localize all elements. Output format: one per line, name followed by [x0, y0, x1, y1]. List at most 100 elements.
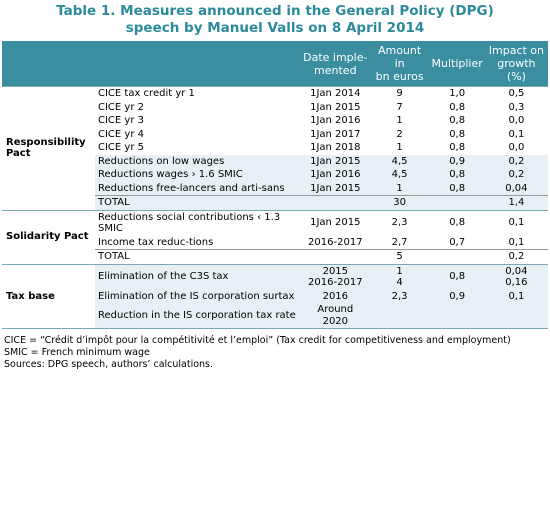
- value-cell: 4,5: [391, 155, 408, 167]
- value-cell: 0,8: [429, 263, 485, 290]
- measure-cell: Income tax reduc-tions: [98, 236, 214, 248]
- table-row: Solidarity Pact Reductions social contrib…: [2, 209, 548, 264]
- table-row: CICE yr 2 1Jan 2015 7 0,8 0,3: [2, 101, 548, 115]
- value-cell: 1Jan 2014: [300, 86, 370, 101]
- value-cell: 0,8: [449, 101, 466, 113]
- value-cell: 1,4: [484, 195, 548, 210]
- header-cell: Multiplier: [429, 41, 485, 87]
- value-cell: 0,0: [508, 142, 525, 153]
- header-cell: Amount in bn euros: [369, 41, 430, 87]
- measure-cell: Reductions on low wages: [98, 155, 225, 167]
- value-cell: 1Jan 2015: [310, 101, 361, 113]
- table-row: Income tax reduc-tions 2016-2017 2,7 0,7 0,1: [2, 236, 548, 250]
- value-cell: 0,1: [484, 209, 548, 236]
- value-cell: [300, 195, 370, 210]
- notes: CICE = “Crédit d’impôt pour la compétiti…: [4, 335, 550, 371]
- measure-cell: Elimination of the IS corporation surtax: [98, 290, 295, 302]
- value-cell: 0,7: [449, 236, 466, 248]
- value-cell: 0,8: [429, 209, 485, 236]
- value-cell: 1Jan 2015: [300, 209, 370, 236]
- value-cell: 1: [396, 115, 403, 126]
- value-cell: 2015 2016-2017: [300, 263, 370, 290]
- measure-cell: TOTAL: [95, 249, 301, 264]
- value-cell: 2016: [322, 290, 349, 302]
- value-cell: 1Jan 2015: [310, 182, 361, 194]
- value-cell: 0,04 0,16: [484, 263, 548, 290]
- value-cell: 1Jan 2015: [310, 155, 361, 167]
- value-cell: 1Jan 2016: [310, 115, 361, 126]
- value-cell: 30: [369, 195, 430, 210]
- value-cell: [370, 303, 430, 329]
- value-cell: 2,3: [369, 209, 430, 236]
- value-cell: 0,8: [449, 169, 466, 180]
- value-cell: 4,5: [391, 169, 408, 180]
- value-cell: [485, 303, 548, 329]
- measure-cell: Reductions social contributions ‹ 1.3 SM…: [95, 209, 301, 236]
- value-cell: 2: [396, 128, 403, 140]
- value-cell: 0,2: [484, 249, 548, 264]
- header-cell: Impact on growth (%): [484, 41, 548, 87]
- value-cell: 7: [396, 101, 403, 113]
- value-cell: 0,8: [449, 142, 466, 153]
- group-label: Solidarity Pact: [2, 209, 95, 264]
- group-label: Tax base: [2, 263, 95, 329]
- table-row: CICE yr 4 1Jan 2017 2 0,8 0,1: [2, 128, 548, 142]
- note: CICE = “Crédit d’impôt pour la compétiti…: [4, 335, 511, 346]
- measure-cell: CICE tax credit yr 1: [95, 86, 301, 101]
- value-line: 2016-2017: [308, 277, 363, 288]
- value-cell: [429, 195, 485, 210]
- measure-cell: Reductions free-lancers and arti-sans: [98, 182, 285, 194]
- value-cell: [300, 249, 370, 264]
- table-row: Tax base Elimination of the C3S tax 2015 20…: [2, 263, 548, 329]
- value-cell: 2,7: [391, 236, 408, 248]
- value-cell: Around 2020: [317, 304, 354, 327]
- value-cell: 1,0: [429, 86, 485, 101]
- table-row: CICE yr 5 1Jan 2018 1 0,8 0,0: [2, 141, 548, 155]
- value-cell: 0,1: [508, 128, 525, 140]
- table-row: Reductions free-lancers and arti-sans 1Ja…: [2, 181, 548, 196]
- value-cell: 0,04: [505, 182, 528, 194]
- header-cell: [95, 41, 301, 87]
- value-line: 0,04: [505, 265, 528, 277]
- measure-cell: Reduction in the IS corporation tax rate: [98, 309, 296, 321]
- measure-cell: Reductions wages › 1.6 SMIC: [98, 169, 243, 180]
- value-cell: 2,3: [391, 290, 408, 302]
- measure-cell: CICE yr 5: [98, 142, 144, 153]
- value-line: 0,16: [505, 277, 528, 288]
- value-cell: [430, 303, 485, 329]
- value-cell: 2016-2017: [308, 236, 363, 248]
- value-cell: 1: [396, 142, 403, 153]
- table-row: Elimination of the IS corporation surtax…: [2, 289, 548, 303]
- table-row: TOTAL 30 1,4: [2, 195, 548, 210]
- value-cell: 0,9: [449, 155, 466, 167]
- value-cell: 0,3: [508, 101, 525, 113]
- measure-cell: CICE yr 4: [98, 128, 144, 140]
- value-cell: [429, 249, 485, 264]
- value-cell: 0,5: [484, 86, 548, 101]
- value-cell: 0,8: [449, 128, 466, 140]
- value-cell: 1Jan 2017: [310, 128, 361, 140]
- value-cell: 0,9: [449, 290, 466, 302]
- measure-cell: CICE yr 3: [98, 115, 144, 126]
- note: Sources: DPG speech, authors’ calculatio…: [4, 359, 214, 370]
- group-label: Responsibility Pact: [2, 86, 95, 210]
- value-cell: 0,2: [508, 155, 525, 167]
- value-line: 4: [396, 277, 403, 288]
- value-cell: 1Jan 2016: [310, 169, 361, 180]
- header-cell: Date imple- mented: [300, 41, 370, 87]
- value-cell: 0,1: [508, 290, 525, 302]
- table-title: Table 1. Measures announced in the Gener…: [56, 3, 494, 36]
- value-cell: 1: [396, 182, 403, 194]
- value-cell: 0,0: [508, 115, 525, 126]
- table-row: CICE yr 3 1Jan 2016 1 0,8 0,0: [2, 114, 548, 128]
- table-row: Reductions on low wages 1Jan 2015 4,5 0,9 0,…: [2, 154, 548, 168]
- measure-cell: Elimination of the C3S tax: [95, 263, 301, 290]
- table: Date imple- mented Amount in bn euros Mult…: [2, 41, 548, 329]
- value-line: 2015: [322, 265, 349, 277]
- value-cell: 0,1: [508, 236, 525, 248]
- value-cell: 5: [369, 249, 430, 264]
- table-row: TOTAL 5 0,2: [2, 249, 548, 264]
- measure-cell: TOTAL: [95, 195, 301, 210]
